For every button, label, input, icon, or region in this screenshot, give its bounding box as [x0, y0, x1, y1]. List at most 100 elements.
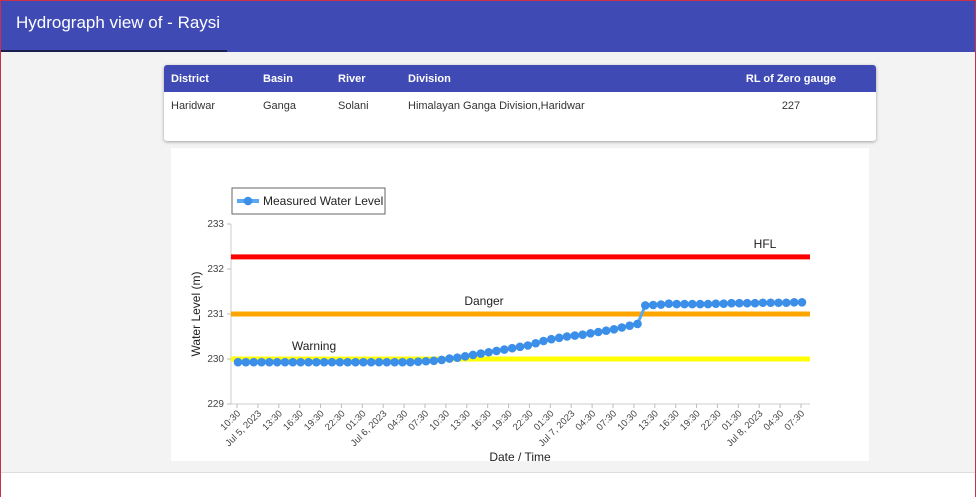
data-point [319, 357, 329, 367]
data-point [374, 357, 384, 367]
data-point [429, 356, 439, 366]
x-tick-label: 07:30 [407, 408, 432, 433]
station-info-card: District Basin River Division RL of Zero… [164, 65, 876, 141]
x-tick-label: 16:30 [657, 408, 682, 433]
data-point [570, 331, 580, 340]
data-point [766, 298, 775, 308]
data-point [586, 329, 595, 338]
data-point [296, 357, 305, 367]
data-point [633, 319, 642, 329]
data-point [453, 353, 462, 362]
app-header: Hydrograph view of - Raysi [1, 1, 975, 52]
data-point [703, 299, 713, 309]
x-tick-label: 07:30 [783, 408, 808, 433]
data-point [382, 357, 392, 367]
data-point [460, 352, 470, 361]
x-tick-label: 04:30 [574, 408, 599, 433]
y-tick-label: 231 [207, 309, 224, 320]
legend-entry: Measured Water Level [263, 194, 383, 208]
data-point [594, 327, 603, 337]
data-point [554, 333, 564, 343]
active-tab-indicator [1, 50, 227, 52]
x-tick-label: 19:30 [678, 408, 703, 433]
data-point [695, 299, 705, 309]
x-tick-label: 22:30 [323, 408, 348, 433]
data-point [327, 357, 337, 367]
x-tick-label: 10:30 [427, 408, 452, 433]
x-tick-label: 16:30 [281, 408, 306, 433]
data-point [601, 326, 611, 335]
table-header-row: District Basin River Division RL of Zero… [164, 65, 876, 92]
data-point [688, 299, 697, 309]
x-tick-label: 13:30 [260, 408, 285, 433]
footer-bar [1, 472, 975, 497]
data-point [750, 298, 760, 308]
data-point [664, 299, 674, 308]
data-point [265, 357, 274, 367]
x-tick-label: 22:30 [511, 408, 536, 433]
x-tick-label: 04:30 [386, 408, 411, 433]
table-row: Haridwar Ganga Solani Himalayan Ganga Di… [164, 92, 876, 120]
data-point [539, 336, 548, 346]
data-point [257, 357, 266, 367]
data-point [241, 357, 251, 367]
x-tick-label: 16:30 [469, 408, 494, 433]
table-cell: 227 [781, 100, 801, 112]
data-point [445, 354, 454, 363]
legend-swatch-dot [243, 196, 253, 206]
data-point [782, 298, 791, 308]
data-point [758, 298, 768, 308]
hydrograph-chart: 229 230 231 232 233 HFL Danger Warning 10:30 Jul … [171, 148, 869, 464]
data-point [523, 341, 533, 350]
column-header: Division [401, 65, 706, 92]
data-point [406, 357, 415, 367]
data-point [492, 346, 501, 356]
column-header: District [164, 65, 256, 92]
data-point [711, 299, 721, 308]
x-tick-label: 13:30 [636, 408, 661, 433]
data-point [797, 298, 807, 307]
y-tick-label: 230 [207, 354, 224, 365]
column-header: RL of Zero gauge [706, 65, 876, 92]
data-point [288, 357, 298, 367]
table-cell: Haridwar [171, 100, 216, 112]
data-point [515, 342, 525, 352]
data-point [343, 357, 352, 367]
data-point [359, 357, 368, 367]
data-point [335, 357, 345, 367]
data-point [312, 357, 321, 367]
reference-label-hfl: HFL [754, 237, 777, 251]
hydrograph-svg: 229230231232233HFLDangerWarning10:30Jul … [189, 187, 810, 464]
data-point [304, 357, 313, 367]
data-point [609, 325, 619, 334]
data-point [366, 357, 376, 367]
station-info-table: District Basin River Division RL of Zero… [164, 65, 876, 120]
data-point [742, 298, 752, 308]
page-title: Hydrograph view of - Raysi [16, 13, 221, 32]
chart-legend: Measured Water Level [231, 187, 386, 215]
data-point [547, 334, 556, 344]
data-point [413, 357, 423, 366]
data-point [390, 357, 399, 367]
x-tick-label: 04:30 [762, 408, 787, 433]
data-point [351, 357, 360, 367]
y-tick-label: 233 [207, 219, 224, 230]
table-cell: Himalayan Ganga Division,Haridwar [408, 100, 585, 112]
data-point [507, 343, 517, 353]
data-point [398, 357, 407, 367]
data-point [672, 299, 681, 309]
data-point [272, 357, 282, 367]
data-point [625, 321, 634, 330]
x-tick-label: 19:30 [302, 408, 327, 433]
data-point [774, 298, 783, 308]
data-point [641, 301, 650, 310]
data-point [562, 332, 572, 341]
data-point [680, 299, 689, 309]
x-tick-label: 19:30 [490, 408, 515, 433]
table-cell: Solani [338, 100, 369, 112]
data-point [719, 299, 728, 308]
column-header: Basin [256, 65, 331, 92]
reference-label-warning: Warning [292, 339, 336, 353]
data-point [727, 298, 736, 308]
x-tick-label: 10:30 [615, 408, 640, 433]
